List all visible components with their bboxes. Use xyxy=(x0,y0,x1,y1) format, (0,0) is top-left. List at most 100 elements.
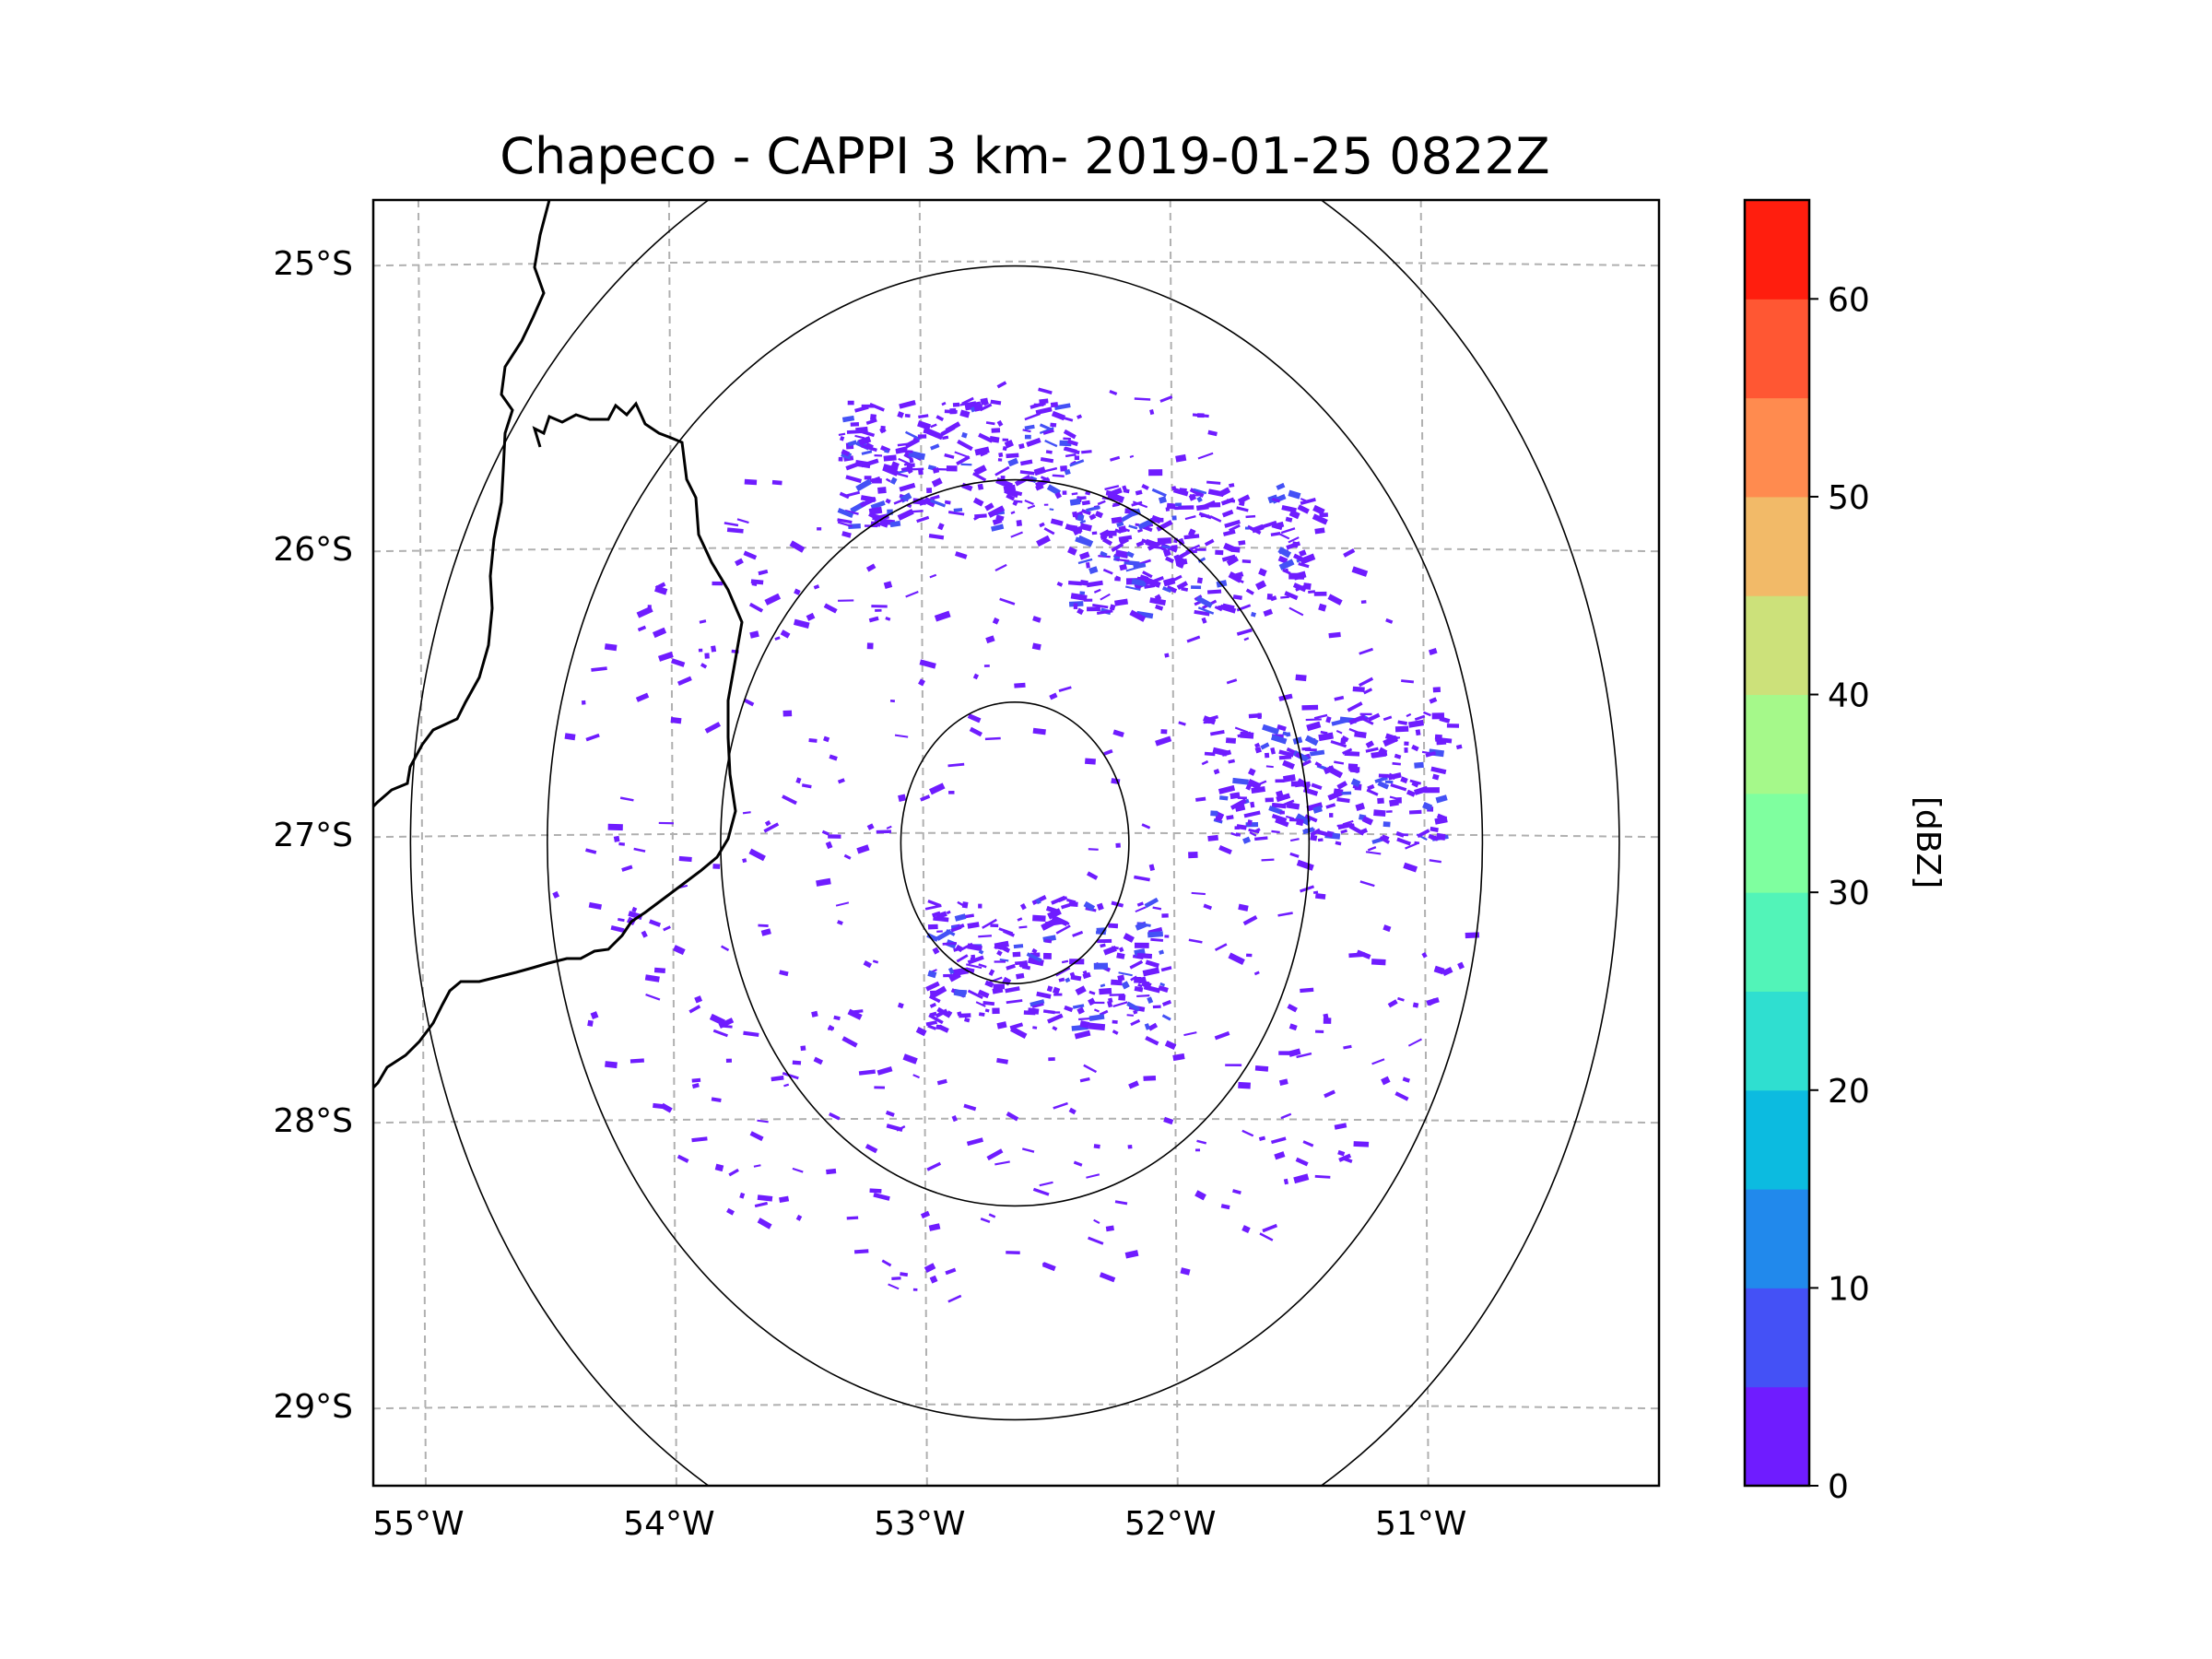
echo-speck xyxy=(894,734,909,738)
echo-speck xyxy=(944,500,951,505)
echo-speck xyxy=(1280,595,1289,599)
echo-speck xyxy=(1152,1005,1161,1009)
echo-speck xyxy=(1397,720,1407,725)
lon-tick-label: 53°W xyxy=(874,1505,965,1543)
echo-speck xyxy=(853,1249,869,1254)
echo-speck xyxy=(757,1218,772,1230)
echo-speck xyxy=(1109,487,1123,498)
echo-speck xyxy=(1163,1116,1174,1125)
echo-speck xyxy=(1435,794,1448,804)
echo-speck xyxy=(1134,985,1144,993)
echo-speck xyxy=(1278,559,1295,571)
echo-speck xyxy=(1135,489,1143,496)
echo-speck xyxy=(758,924,769,927)
echo-speck xyxy=(1171,545,1178,550)
echo-speck xyxy=(1347,701,1363,712)
echo-speck xyxy=(928,1223,941,1231)
echo-speck xyxy=(688,1005,701,1014)
echo-speck xyxy=(1129,454,1135,459)
echo-speck xyxy=(1407,719,1425,728)
echo-speck xyxy=(1242,836,1252,844)
echo-speck xyxy=(957,900,967,908)
echo-speck xyxy=(1414,785,1429,795)
echo-speck xyxy=(1093,1008,1100,1013)
echo-speck xyxy=(869,476,881,483)
echo-speck xyxy=(839,491,850,500)
echo-speck xyxy=(920,1210,931,1219)
echo-speck xyxy=(988,1213,996,1218)
echo-speck xyxy=(935,1008,948,1018)
echo-speck xyxy=(1371,1058,1385,1065)
echo-speck xyxy=(925,981,940,992)
echo-speck xyxy=(931,477,943,488)
echo-speck xyxy=(1428,833,1439,841)
echo-speck xyxy=(1068,900,1078,908)
range-ring xyxy=(409,200,1620,1486)
echo-speck xyxy=(1160,729,1168,735)
echo-speck xyxy=(1236,824,1247,830)
echo-speck xyxy=(1058,686,1072,692)
echo-speck xyxy=(1109,604,1116,611)
echo-speck xyxy=(1275,521,1285,529)
echo-speck xyxy=(1164,1040,1177,1051)
echo-speck xyxy=(1013,944,1024,949)
echo-speck xyxy=(1219,487,1231,497)
echo-speck xyxy=(1007,457,1019,467)
echo-speck xyxy=(1238,540,1246,546)
echo-speck xyxy=(1262,1223,1278,1233)
echo-speck xyxy=(711,1097,722,1102)
echo-speck xyxy=(1236,628,1253,636)
echo-speck xyxy=(1060,903,1071,910)
echo-speck xyxy=(1086,505,1100,512)
echo-speck xyxy=(1070,593,1088,602)
echo-speck xyxy=(872,959,879,964)
echo-speck xyxy=(1406,789,1416,797)
echo-speck xyxy=(653,1102,665,1110)
echo-speck xyxy=(929,573,937,579)
echo-speck xyxy=(1032,914,1046,923)
echo-speck xyxy=(996,1021,1007,1030)
echo-speck xyxy=(829,754,838,761)
colorbar-segment xyxy=(1745,595,1809,696)
echo-speck xyxy=(1045,450,1053,454)
echo-speck xyxy=(891,1277,901,1280)
echo-speck xyxy=(826,1168,837,1175)
echo-speck xyxy=(1286,802,1300,810)
colorbar-tick-label: 40 xyxy=(1828,677,1870,715)
echo-speck xyxy=(846,1216,859,1220)
echo-speck xyxy=(929,1275,938,1284)
echo-speck xyxy=(883,454,897,462)
echo-speck xyxy=(1209,515,1222,523)
echo-speck xyxy=(771,1075,784,1082)
echo-speck xyxy=(613,835,620,842)
echo-speck xyxy=(1381,1076,1391,1086)
echo-speck xyxy=(1104,485,1120,491)
echo-speck xyxy=(1010,531,1023,538)
echo-speck xyxy=(753,1164,761,1168)
echo-speck xyxy=(1290,781,1302,787)
echo-speck xyxy=(1281,504,1297,513)
echo-speck xyxy=(1389,795,1399,801)
echo-speck xyxy=(1105,1225,1114,1232)
echo-speck xyxy=(841,531,852,538)
echo-speck xyxy=(1162,586,1172,594)
echo-speck xyxy=(1324,1089,1335,1099)
echo-speck xyxy=(926,488,933,494)
echo-speck xyxy=(1276,793,1291,803)
echo-speck xyxy=(1093,1218,1100,1224)
echo-speck xyxy=(1035,898,1041,905)
echo-speck xyxy=(1126,1001,1141,1012)
echo-speck xyxy=(1341,735,1349,743)
echo-speck xyxy=(1306,802,1324,812)
echo-speck xyxy=(1196,577,1203,584)
echo-speck xyxy=(936,1078,947,1086)
echo-speck xyxy=(844,509,859,515)
echo-speck xyxy=(944,409,958,414)
echo-speck xyxy=(782,794,797,806)
echo-speck xyxy=(1046,484,1062,496)
echo-speck xyxy=(1277,547,1292,559)
echo-speck xyxy=(1147,1022,1159,1031)
echo-speck xyxy=(984,980,994,988)
echo-speck xyxy=(1403,862,1418,873)
echo-speck xyxy=(1343,548,1356,558)
